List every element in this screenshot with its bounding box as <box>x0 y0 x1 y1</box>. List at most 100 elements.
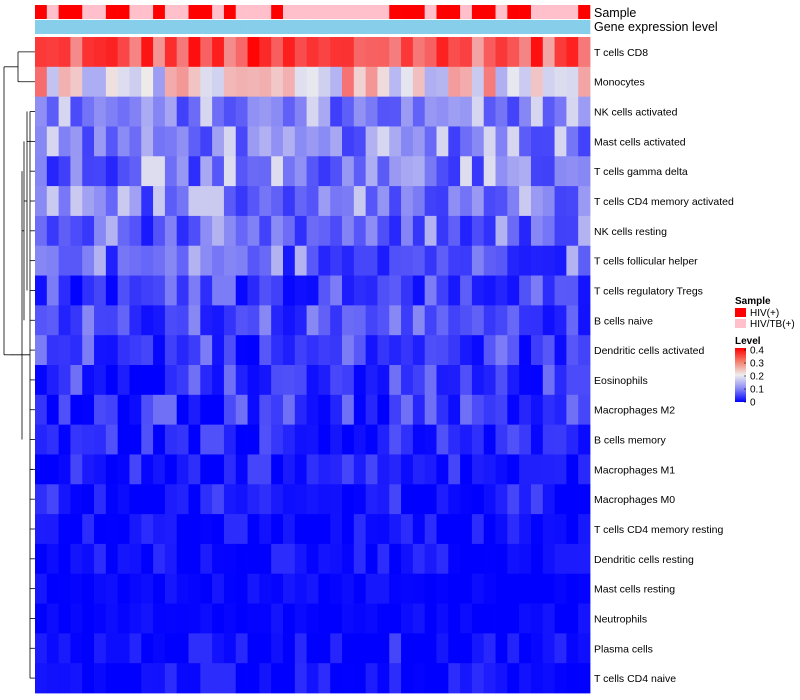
row-label: T cells regulatory Tregs <box>594 285 703 297</box>
heatmap-cell <box>448 543 461 575</box>
heatmap-cell <box>530 126 544 157</box>
heatmap-cell <box>471 424 485 455</box>
heatmap-cell <box>353 335 367 366</box>
heatmap-cell <box>318 305 331 336</box>
heatmap-cell <box>542 275 555 306</box>
heatmap-cell <box>401 484 414 515</box>
sample-annot-cell <box>424 5 437 19</box>
heatmap-cell <box>212 96 225 127</box>
heatmap-cell <box>460 543 473 575</box>
heatmap-cell <box>82 365 95 396</box>
heatmap-cell <box>58 543 71 575</box>
heatmap-cell <box>519 424 532 455</box>
heatmap-cell <box>448 37 461 68</box>
heatmap-cell <box>94 454 107 485</box>
heatmap-cell <box>212 424 225 455</box>
heatmap-cell <box>153 424 166 455</box>
heatmap-cell <box>519 126 532 157</box>
heatmap-cell <box>271 365 284 396</box>
heatmap-cell <box>247 156 260 187</box>
heatmap-cell <box>46 37 60 68</box>
heatmap-cell <box>306 305 319 336</box>
heatmap-cell <box>424 454 437 485</box>
heatmap-cell <box>271 335 284 366</box>
heatmap-cell <box>460 37 473 68</box>
heatmap-cell <box>471 37 485 68</box>
heatmap-cell <box>82 394 95 426</box>
heatmap-cell <box>153 543 166 575</box>
heatmap-cell <box>58 633 71 664</box>
heatmap-cell <box>471 365 485 396</box>
heatmap-cell <box>377 245 390 276</box>
heatmap-cell <box>294 633 307 664</box>
heatmap-cell <box>141 245 154 276</box>
heatmap-cell <box>542 603 555 634</box>
heatmap-cell <box>46 424 60 455</box>
heatmap-cell <box>365 633 378 664</box>
heatmap-cell <box>235 663 248 694</box>
heatmap-cell <box>259 186 272 217</box>
heatmap-cell <box>259 215 272 247</box>
heatmap-cell <box>200 484 213 515</box>
heatmap-cell <box>282 603 296 634</box>
heatmap-cell <box>164 454 178 485</box>
heatmap-cell <box>578 245 591 276</box>
heatmap-cell <box>105 633 119 664</box>
heatmap-cell <box>460 484 473 515</box>
heatmap-cell <box>507 275 520 306</box>
heatmap-cell <box>153 663 166 694</box>
heatmap-cell <box>141 633 154 664</box>
heatmap-cell <box>259 603 272 634</box>
heatmap-cell <box>448 275 461 306</box>
heatmap-cell <box>424 633 437 664</box>
sample-annot-cell <box>460 5 473 19</box>
heatmap-cell <box>460 603 473 634</box>
heatmap-cell <box>153 603 166 634</box>
heatmap-cell <box>200 663 213 694</box>
heatmap-cell <box>70 573 83 604</box>
heatmap-cell <box>412 603 426 634</box>
heatmap-cell <box>365 245 378 276</box>
heatmap-cell <box>318 245 331 276</box>
heatmap-cell <box>247 66 260 98</box>
heatmap-cell <box>117 454 130 485</box>
heatmap-cell <box>117 275 130 306</box>
heatmap-cell <box>294 573 307 604</box>
heatmap-cell <box>507 543 520 575</box>
heatmap-cell <box>424 484 437 515</box>
heatmap-cell <box>294 335 307 366</box>
heatmap-cell <box>294 603 307 634</box>
heatmap-cell <box>306 514 319 545</box>
heatmap-cell <box>530 573 544 604</box>
heatmap-cell <box>342 424 355 455</box>
heatmap-cell <box>271 543 284 575</box>
heatmap-cell <box>530 275 544 306</box>
heatmap-cell <box>35 603 48 634</box>
heatmap-cell <box>259 633 272 664</box>
heatmap-cell <box>483 633 496 664</box>
heatmap-cell <box>129 245 142 276</box>
heatmap-cell <box>306 335 319 366</box>
heatmap-cell <box>318 514 331 545</box>
heatmap-cell <box>436 245 449 276</box>
heatmap-cell <box>117 335 130 366</box>
heatmap-cell <box>542 37 555 68</box>
heatmap-cell <box>342 245 355 276</box>
heatmap-cell <box>282 305 296 336</box>
heatmap-cell <box>247 335 260 366</box>
heatmap-cell <box>436 633 449 664</box>
heatmap-cell <box>519 335 532 366</box>
heatmap-cell <box>282 335 296 366</box>
heatmap-cell <box>306 454 319 485</box>
heatmap-cell <box>35 37 48 68</box>
heatmap-cell <box>365 186 378 217</box>
heatmap-cell <box>495 275 508 306</box>
heatmap-cell <box>507 633 520 664</box>
heatmap-cell <box>259 484 272 515</box>
heatmap-cell <box>365 215 378 247</box>
heatmap-cell <box>542 96 555 127</box>
heatmap-cell <box>471 156 485 187</box>
heatmap-cell <box>46 394 60 426</box>
heatmap-cell <box>117 245 130 276</box>
heatmap-cell <box>401 66 414 98</box>
